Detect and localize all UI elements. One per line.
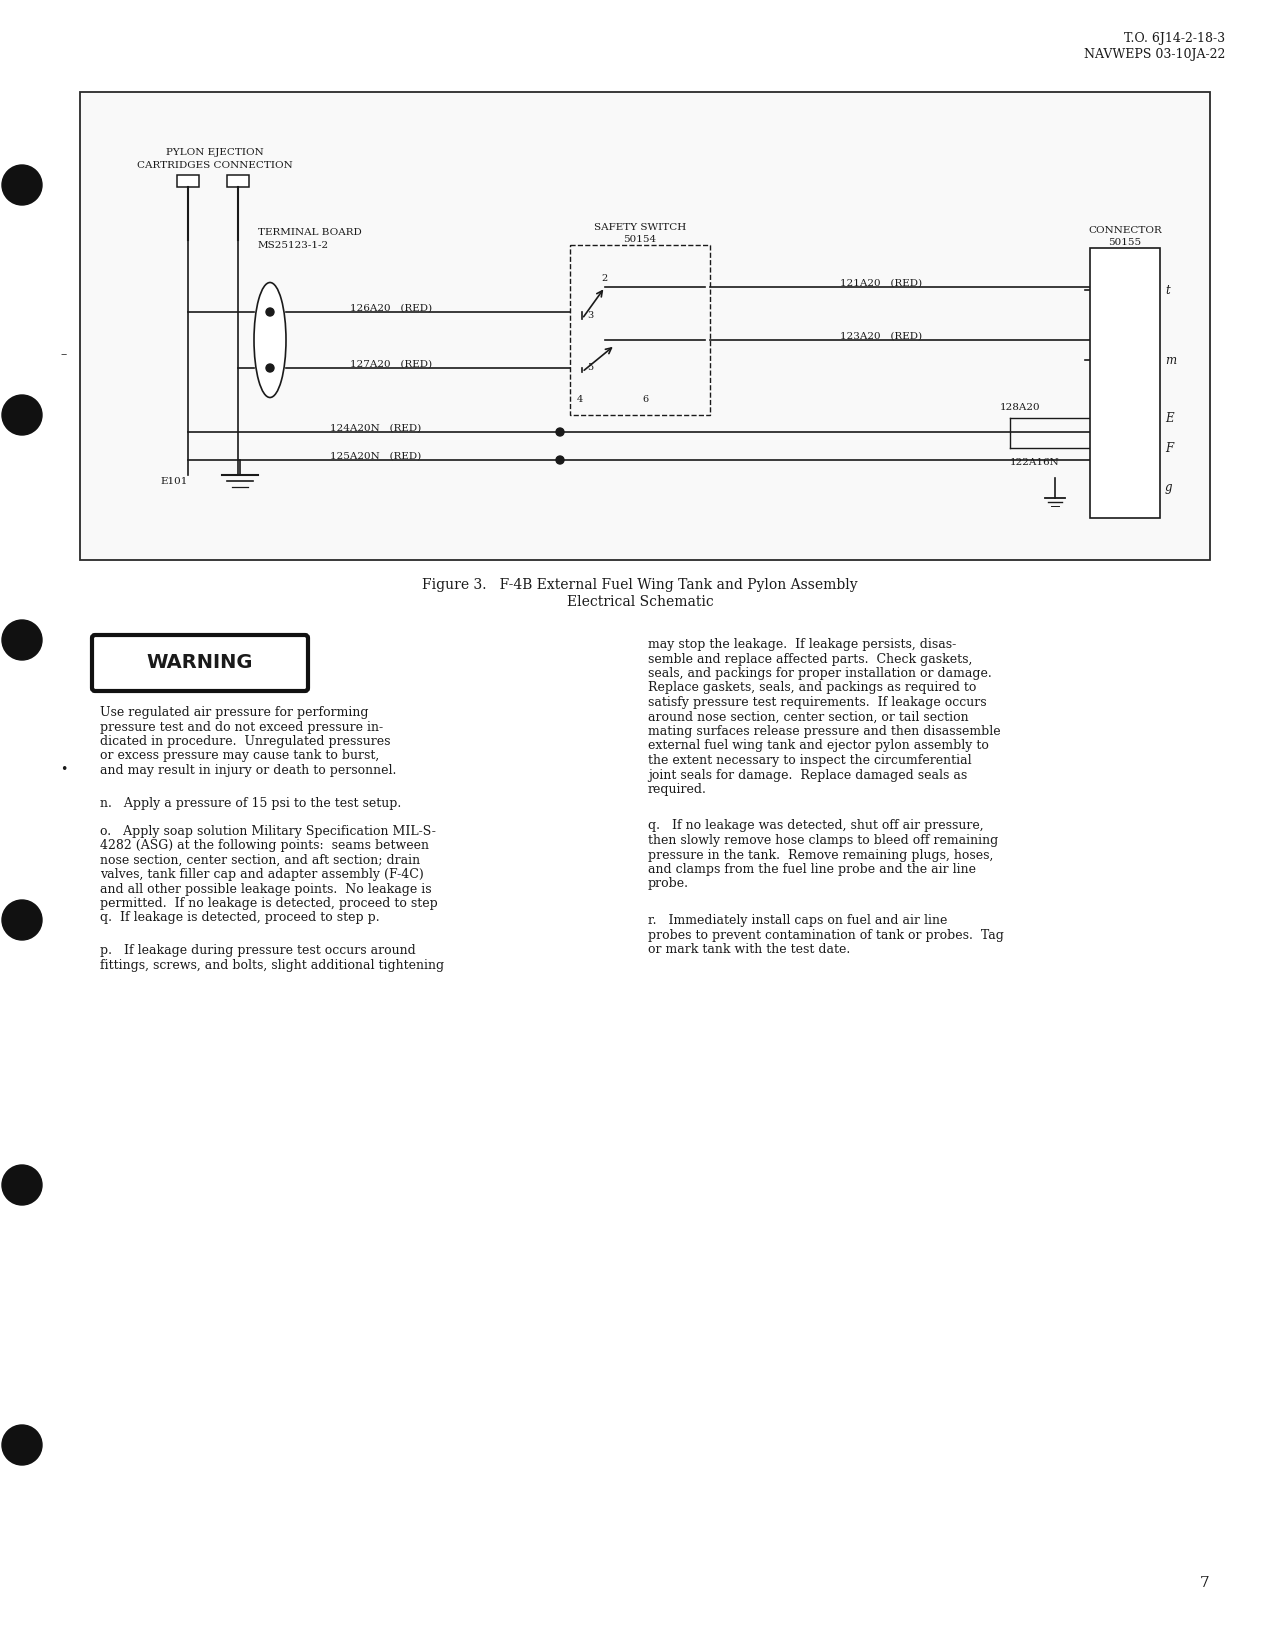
Text: pressure in the tank.  Remove remaining plugs, hoses,: pressure in the tank. Remove remaining p… bbox=[648, 849, 993, 862]
FancyBboxPatch shape bbox=[92, 634, 307, 692]
Text: MS25123-1-2: MS25123-1-2 bbox=[257, 241, 329, 251]
Text: q.   If no leakage was detected, shut off air pressure,: q. If no leakage was detected, shut off … bbox=[648, 820, 984, 833]
Circle shape bbox=[266, 308, 274, 316]
Text: o.   Apply soap solution Military Specification MIL-S-: o. Apply soap solution Military Specific… bbox=[100, 824, 436, 838]
Text: Replace gaskets, seals, and packings as required to: Replace gaskets, seals, and packings as … bbox=[648, 682, 976, 695]
Text: CARTRIDGES CONNECTION: CARTRIDGES CONNECTION bbox=[137, 161, 293, 170]
Text: WARNING: WARNING bbox=[147, 654, 254, 672]
Text: 4: 4 bbox=[576, 395, 583, 405]
Text: m: m bbox=[1164, 354, 1176, 367]
Text: –: – bbox=[61, 349, 67, 362]
Text: Figure 3.   F-4B External Fuel Wing Tank and Pylon Assembly: Figure 3. F-4B External Fuel Wing Tank a… bbox=[423, 579, 858, 592]
Text: probe.: probe. bbox=[648, 877, 689, 890]
Circle shape bbox=[556, 428, 564, 436]
Text: valves, tank filler cap and adapter assembly (F-4C): valves, tank filler cap and adapter asse… bbox=[100, 869, 424, 882]
Text: semble and replace affected parts.  Check gaskets,: semble and replace affected parts. Check… bbox=[648, 652, 972, 665]
Text: then slowly remove hose clamps to bleed off remaining: then slowly remove hose clamps to bleed … bbox=[648, 834, 998, 847]
Bar bbox=[227, 175, 249, 187]
Bar bbox=[1090, 247, 1161, 518]
Text: TERMINAL BOARD: TERMINAL BOARD bbox=[257, 228, 361, 238]
Text: mating surfaces release pressure and then disassemble: mating surfaces release pressure and the… bbox=[648, 724, 1000, 738]
Text: 50154: 50154 bbox=[624, 234, 657, 244]
Circle shape bbox=[3, 900, 42, 941]
Text: g: g bbox=[1164, 482, 1172, 495]
Text: 5: 5 bbox=[587, 364, 593, 372]
Text: TB101: TB101 bbox=[254, 328, 286, 336]
Text: joint seals for damage.  Replace damaged seals as: joint seals for damage. Replace damaged … bbox=[648, 769, 967, 782]
Text: 123A20   (RED): 123A20 (RED) bbox=[840, 333, 922, 341]
Text: 128A20: 128A20 bbox=[1000, 403, 1040, 411]
Text: n.   Apply a pressure of 15 psi to the test setup.: n. Apply a pressure of 15 psi to the tes… bbox=[100, 797, 401, 810]
Circle shape bbox=[266, 364, 274, 372]
Text: 6: 6 bbox=[642, 395, 648, 405]
Text: 126A20   (RED): 126A20 (RED) bbox=[350, 303, 432, 313]
Text: pressure test and do not exceed pressure in-: pressure test and do not exceed pressure… bbox=[100, 721, 383, 734]
Text: 127A20   (RED): 127A20 (RED) bbox=[350, 361, 432, 369]
Text: permitted.  If no leakage is detected, proceed to step: permitted. If no leakage is detected, pr… bbox=[100, 897, 438, 910]
Text: t: t bbox=[1164, 284, 1170, 297]
Text: external fuel wing tank and ejector pylon assembly to: external fuel wing tank and ejector pylo… bbox=[648, 739, 989, 752]
Text: E101: E101 bbox=[160, 477, 188, 485]
Text: seals, and packings for proper installation or damage.: seals, and packings for proper installat… bbox=[648, 667, 991, 680]
Text: Electrical Schematic: Electrical Schematic bbox=[566, 595, 714, 610]
Text: CONNECTOR: CONNECTOR bbox=[1088, 226, 1162, 234]
Bar bbox=[177, 175, 199, 187]
Circle shape bbox=[3, 395, 42, 434]
Text: nose section, center section, and aft section; drain: nose section, center section, and aft se… bbox=[100, 854, 420, 867]
Ellipse shape bbox=[254, 282, 286, 398]
Text: dicated in procedure.  Unregulated pressures: dicated in procedure. Unregulated pressu… bbox=[100, 734, 391, 747]
Text: or excess pressure may cause tank to burst,: or excess pressure may cause tank to bur… bbox=[100, 749, 379, 762]
Text: NAVWEPS 03-10JA-22: NAVWEPS 03-10JA-22 bbox=[1084, 48, 1225, 61]
Text: fittings, screws, and bolts, slight additional tightening: fittings, screws, and bolts, slight addi… bbox=[100, 959, 445, 972]
Text: PYLON EJECTION: PYLON EJECTION bbox=[167, 148, 264, 157]
Circle shape bbox=[3, 620, 42, 661]
Text: F: F bbox=[1164, 441, 1173, 454]
Circle shape bbox=[3, 166, 42, 205]
Text: or mark tank with the test date.: or mark tank with the test date. bbox=[648, 942, 851, 956]
Text: 50155: 50155 bbox=[1108, 238, 1141, 247]
Text: probes to prevent contamination of tank or probes.  Tag: probes to prevent contamination of tank … bbox=[648, 929, 1004, 941]
Text: 2: 2 bbox=[602, 274, 608, 284]
Text: 4282 (ASG) at the following points:  seams between: 4282 (ASG) at the following points: seam… bbox=[100, 839, 429, 852]
Text: T.O. 6J14-2-18-3: T.O. 6J14-2-18-3 bbox=[1123, 33, 1225, 44]
Text: and all other possible leakage points.  No leakage is: and all other possible leakage points. N… bbox=[100, 882, 432, 895]
Text: SAFETY SWITCH: SAFETY SWITCH bbox=[594, 223, 687, 233]
Text: and clamps from the fuel line probe and the air line: and clamps from the fuel line probe and … bbox=[648, 864, 976, 875]
Text: E: E bbox=[1164, 411, 1173, 425]
Text: 3: 3 bbox=[587, 310, 593, 320]
Circle shape bbox=[3, 1424, 42, 1465]
Circle shape bbox=[556, 456, 564, 464]
Text: 125A20N   (RED): 125A20N (RED) bbox=[330, 452, 421, 461]
Bar bbox=[570, 244, 710, 415]
Text: 124A20N   (RED): 124A20N (RED) bbox=[330, 425, 421, 433]
Bar bbox=[79, 92, 1211, 561]
Text: 121A20   (RED): 121A20 (RED) bbox=[840, 279, 922, 288]
Text: 122A16N: 122A16N bbox=[1009, 457, 1059, 467]
Text: may stop the leakage.  If leakage persists, disas-: may stop the leakage. If leakage persist… bbox=[648, 638, 956, 651]
Text: •: • bbox=[60, 764, 68, 777]
Text: r.   Immediately install caps on fuel and air line: r. Immediately install caps on fuel and … bbox=[648, 915, 948, 928]
Text: Use regulated air pressure for performing: Use regulated air pressure for performin… bbox=[100, 706, 369, 720]
Text: q.  If leakage is detected, proceed to step p.: q. If leakage is detected, proceed to st… bbox=[100, 911, 379, 924]
Text: the extent necessary to inspect the circumferential: the extent necessary to inspect the circ… bbox=[648, 754, 971, 767]
Text: satisfy pressure test requirements.  If leakage occurs: satisfy pressure test requirements. If l… bbox=[648, 697, 986, 710]
Text: p.   If leakage during pressure test occurs around: p. If leakage during pressure test occur… bbox=[100, 944, 416, 957]
Text: 7: 7 bbox=[1200, 1577, 1209, 1590]
Circle shape bbox=[3, 1165, 42, 1205]
Text: and may result in injury or death to personnel.: and may result in injury or death to per… bbox=[100, 764, 396, 777]
Text: required.: required. bbox=[648, 783, 707, 797]
Text: around nose section, center section, or tail section: around nose section, center section, or … bbox=[648, 710, 968, 723]
